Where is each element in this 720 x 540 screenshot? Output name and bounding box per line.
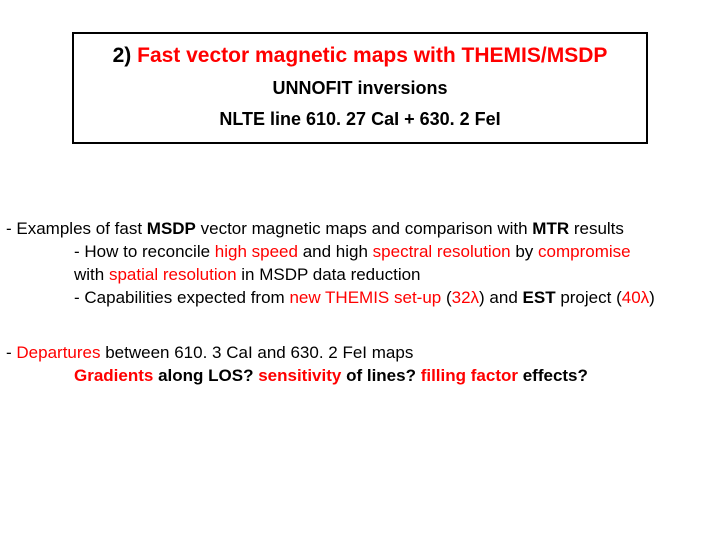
title-line-2: UNNOFIT inversions (86, 78, 634, 99)
text-red-bold: filling factor (421, 366, 518, 385)
text-bold: EST (523, 288, 556, 307)
text: - Capabilities expected from (74, 288, 289, 307)
text-red: 32λ (452, 288, 479, 307)
text: ) (649, 288, 655, 307)
line: - Departures between 610. 3 CaI and 630.… (6, 342, 714, 365)
line-indent: - How to reconcile high speed and high s… (6, 241, 714, 264)
text-red: new THEMIS set-up (289, 288, 441, 307)
text-bold: MSDP (147, 219, 196, 238)
line-indent: Gradients along LOS? sensitivity of line… (6, 365, 714, 388)
text: ( (441, 288, 451, 307)
line-indent: with spatial resolution in MSDP data red… (6, 264, 714, 287)
text-red-bold: Gradients (74, 366, 153, 385)
title-prefix: 2) (113, 44, 132, 67)
text-red: spatial resolution (109, 265, 237, 284)
text: and high (298, 242, 373, 261)
departures-block: - Departures between 610. 3 CaI and 630.… (6, 342, 714, 388)
text: - Examples of fast (6, 219, 147, 238)
examples-block: - Examples of fast MSDP vector magnetic … (6, 218, 714, 310)
text-red-bold: sensitivity (258, 366, 341, 385)
text-bold: effects? (518, 366, 588, 385)
text-red: Departures (16, 343, 100, 362)
title-line-3: NLTE line 610. 27 CaI + 630. 2 FeI (86, 109, 634, 130)
title-main: Fast vector magnetic maps with THEMIS/MS… (131, 44, 607, 67)
line: - Examples of fast MSDP vector magnetic … (6, 218, 714, 241)
text: - How to reconcile (74, 242, 215, 261)
text: with (74, 265, 109, 284)
title-line-1: 2) Fast vector magnetic maps with THEMIS… (86, 44, 634, 68)
title-box: 2) Fast vector magnetic maps with THEMIS… (72, 32, 648, 144)
text-red: 40λ (622, 288, 649, 307)
text-red: spectral resolution (373, 242, 511, 261)
text-bold: of lines? (341, 366, 420, 385)
line-indent: - Capabilities expected from new THEMIS … (6, 287, 714, 310)
text: - (6, 343, 16, 362)
text: results (569, 219, 624, 238)
text: project ( (556, 288, 622, 307)
text: by (511, 242, 538, 261)
text-bold: MTR (532, 219, 569, 238)
text-red: compromise (538, 242, 631, 261)
text: vector magnetic maps and comparison with (196, 219, 532, 238)
text: between 610. 3 CaI and 630. 2 FeI maps (101, 343, 414, 362)
text: ) and (479, 288, 522, 307)
text: in MSDP data reduction (237, 265, 421, 284)
text-bold: along LOS? (153, 366, 258, 385)
text-red: high speed (215, 242, 298, 261)
